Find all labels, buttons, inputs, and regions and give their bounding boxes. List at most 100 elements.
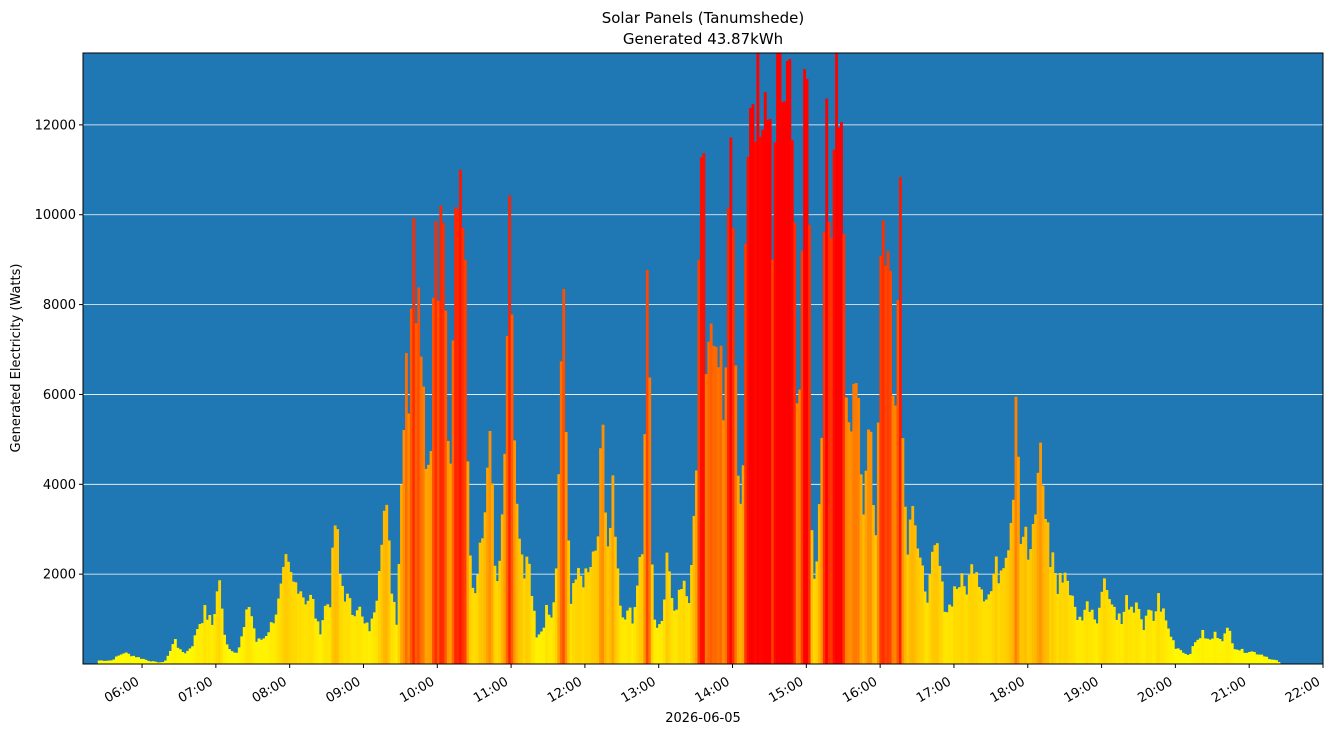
x-tick-label: 21:00 <box>1209 674 1249 706</box>
bar <box>1157 593 1160 664</box>
bar <box>344 602 347 664</box>
bar <box>678 590 681 664</box>
bar <box>240 636 243 664</box>
bar <box>176 648 179 664</box>
x-tick-label: 18:00 <box>988 674 1028 706</box>
bar <box>670 598 673 664</box>
bar <box>587 572 590 664</box>
bar <box>1029 549 1032 664</box>
bar <box>331 548 334 664</box>
bar <box>142 659 145 664</box>
bar <box>513 440 516 664</box>
bar <box>1105 590 1108 664</box>
bar <box>1091 610 1094 664</box>
bar <box>125 653 128 664</box>
bar <box>385 505 388 664</box>
bar <box>282 567 285 664</box>
bar <box>838 128 841 664</box>
bar <box>476 575 479 664</box>
bar <box>1216 638 1219 664</box>
bar <box>388 540 391 664</box>
x-tick-label: 11:00 <box>471 674 511 706</box>
bar <box>720 346 723 664</box>
bar <box>1081 621 1084 664</box>
bar <box>1145 616 1148 664</box>
bar <box>459 170 462 664</box>
bar <box>179 649 182 664</box>
bar <box>1076 620 1079 664</box>
bar <box>439 206 442 664</box>
bar <box>575 579 578 664</box>
bar <box>243 627 246 664</box>
bar <box>734 365 737 664</box>
y-axis-label: Generated Electricity (Watts) <box>9 264 24 453</box>
bar <box>395 625 398 664</box>
bar <box>1101 592 1104 664</box>
bar <box>117 656 120 664</box>
bar <box>695 470 698 664</box>
bar <box>130 656 133 664</box>
bar <box>584 568 587 664</box>
bar <box>643 434 646 664</box>
bar <box>1233 649 1236 664</box>
bar <box>1103 578 1106 664</box>
bar <box>1155 611 1158 664</box>
bar <box>833 150 836 664</box>
bar <box>779 53 782 664</box>
bar <box>464 260 467 664</box>
bar <box>218 580 221 664</box>
bar <box>1248 652 1251 664</box>
bar <box>921 565 924 664</box>
x-tick-label: 22:00 <box>1283 674 1323 706</box>
bar <box>548 615 551 664</box>
bar <box>688 603 691 664</box>
bar <box>968 575 971 664</box>
bar <box>862 514 865 664</box>
bar <box>914 525 917 664</box>
bar <box>447 441 450 664</box>
bar <box>203 605 206 664</box>
bar <box>1177 648 1180 664</box>
bar <box>589 567 592 664</box>
bar <box>321 620 324 664</box>
bar <box>206 620 209 664</box>
bar <box>1246 653 1249 664</box>
bar <box>621 617 624 664</box>
bar <box>363 623 366 664</box>
bar <box>376 601 379 664</box>
bar <box>666 553 669 664</box>
bar <box>1034 514 1037 664</box>
bar <box>110 660 113 664</box>
bar <box>144 660 147 664</box>
x-tick-label: 16:00 <box>840 674 880 706</box>
bar <box>855 383 858 664</box>
y-tick-label: 4000 <box>43 478 76 493</box>
bar <box>619 606 622 664</box>
bar <box>216 591 219 664</box>
bar <box>1241 649 1244 664</box>
bar <box>867 430 870 664</box>
bar <box>705 374 708 664</box>
bar <box>434 221 437 664</box>
bar <box>897 300 900 664</box>
bar <box>1251 651 1254 664</box>
bar <box>466 461 469 664</box>
bar <box>725 367 728 664</box>
bar <box>997 583 1000 664</box>
bar <box>346 594 349 664</box>
bar <box>717 367 720 664</box>
bar <box>990 591 993 664</box>
bar <box>226 644 229 664</box>
x-tick-label: 13:00 <box>619 674 659 706</box>
bar <box>132 656 135 664</box>
bar <box>710 323 713 664</box>
bar <box>597 536 600 664</box>
bar <box>454 207 457 664</box>
bar <box>936 543 939 664</box>
bar <box>781 102 784 664</box>
bar <box>602 425 605 664</box>
bar <box>1194 642 1197 664</box>
bar <box>186 651 189 664</box>
bar <box>407 413 410 664</box>
bar <box>963 586 966 664</box>
